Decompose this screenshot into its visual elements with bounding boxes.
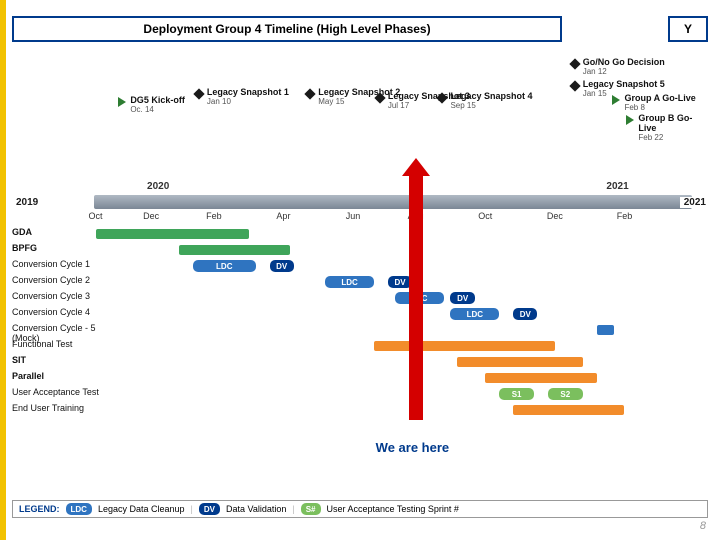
swimlane-pill: LDC — [325, 276, 374, 288]
swimlanes: GDABPFGConversion Cycle 1LDCDVConversion… — [12, 227, 708, 419]
swimlane-label: Conversion Cycle 3 — [12, 291, 122, 301]
swimlane-label: Conversion Cycle 1 — [12, 259, 122, 269]
milestone-marker-diamond — [569, 80, 580, 91]
swimlane-bar — [457, 357, 582, 367]
axis-year-label: 2020 — [147, 181, 169, 192]
swimlane-row: GDA — [12, 227, 708, 243]
milestone-marker-diamond — [305, 88, 316, 99]
swimlane-pill: DV — [513, 308, 537, 320]
milestone-marker-triangle — [118, 97, 126, 107]
legend-text: Data Validation — [226, 504, 286, 514]
swimlane-row: Conversion Cycle 3LDCDV — [12, 291, 708, 307]
milestone-marker-triangle — [626, 115, 634, 125]
swimlane-bar — [179, 245, 290, 255]
page-number: 8 — [700, 520, 706, 532]
swimlane-pill: LDC — [450, 308, 499, 320]
legend-text: Legacy Data Cleanup — [98, 504, 185, 514]
axis-tick: Apr — [276, 211, 290, 221]
legend-sep: | — [191, 504, 193, 514]
milestone: DG5 Kick-offOc. 14 — [130, 96, 185, 115]
axis-tick: Dec — [143, 211, 159, 221]
milestone-marker-diamond — [569, 58, 580, 69]
swimlane-label: SIT — [12, 355, 122, 365]
milestone-marker-diamond — [193, 88, 204, 99]
swimlane-row: Conversion Cycle - 5 (Mock) — [12, 323, 708, 339]
swimlane-bar — [96, 229, 249, 239]
axis-tick: Feb — [617, 211, 633, 221]
swimlane-label: End User Training — [12, 403, 122, 413]
header: Deployment Group 4 Timeline (High Level … — [12, 16, 708, 44]
swimlane-bar — [485, 373, 596, 383]
axis-tick: Feb — [206, 211, 222, 221]
axis-end-year: 2021 — [680, 195, 710, 209]
axis-tick: Oct — [478, 211, 492, 221]
legend-title: LEGEND: — [19, 504, 60, 514]
swimlane-row: User Acceptance Test S1 S2 — [12, 387, 708, 403]
legend-pill: S# — [301, 503, 321, 515]
swimlane-label: Conversion Cycle 4 — [12, 307, 122, 317]
swimlane-bar — [513, 405, 624, 415]
milestone: Group B Go-LiveFeb 22 — [638, 114, 708, 143]
page-title: Deployment Group 4 Timeline (High Level … — [12, 16, 562, 42]
swimlane-label: User Acceptance Test — [12, 387, 122, 397]
axis-bar — [94, 195, 692, 209]
axis-start-year: 2019 — [12, 195, 42, 209]
swimlane-label: Functional Test — [12, 339, 122, 349]
swimlane-pill: DV — [450, 292, 474, 304]
milestone: Legacy Snapshot 4Sep 15 — [450, 92, 532, 111]
legend: LEGEND: LDC Legacy Data Cleanup | DV Data Va… — [12, 500, 708, 518]
we-are-here-arrow — [409, 174, 423, 420]
axis-tick: Jun — [346, 211, 361, 221]
axis-tick: Oct — [89, 211, 103, 221]
swimlane-row: SIT — [12, 355, 708, 371]
legend-pill: LDC — [66, 503, 92, 515]
axis-year-label: 2021 — [606, 181, 628, 192]
swimlane-row: Conversion Cycle 1 LDC DV — [12, 259, 708, 275]
legend-text: User Acceptance Testing Sprint # — [327, 504, 459, 514]
swimlane-row: Conversion Cycle 4 LDC DV — [12, 307, 708, 323]
swimlane-label: Parallel — [12, 371, 122, 381]
swimlane-row: Functional Test — [12, 339, 708, 355]
swimlane-bar — [374, 341, 555, 351]
we-are-here-label: We are here — [376, 440, 449, 455]
swimlane-label: Conversion Cycle 2 — [12, 275, 122, 285]
swimlane-row: Conversion Cycle 2LDCDV — [12, 275, 708, 291]
swimlane-pill: S1 — [499, 388, 534, 400]
swimlane-pill: S2 — [548, 388, 583, 400]
swimlane-row: BPFG — [12, 243, 708, 259]
swimlane-row: End User Training — [12, 403, 708, 419]
milestone-marker-triangle — [612, 95, 620, 105]
axis-tick: Dec — [547, 211, 563, 221]
swimlane-row: Parallel — [12, 371, 708, 387]
swimlane-label: BPFG — [12, 243, 122, 253]
milestone: Group A Go-LiveFeb 8 — [624, 94, 695, 113]
status-box-y: Y — [668, 16, 708, 42]
swimlane-pill: DV — [270, 260, 294, 272]
swimlane-bar — [597, 325, 614, 335]
legend-sep: | — [292, 504, 294, 514]
timeline-axis: 2019 2021 OctDecFebAprJunAugOctDecFeb202… — [12, 195, 708, 211]
milestone: Go/No Go DecisionJan 12 — [583, 58, 665, 77]
legend-pill: DV — [199, 503, 220, 515]
swimlane-pill: LDC — [193, 260, 256, 272]
left-accent-stripe — [0, 0, 6, 540]
milestone: Legacy Snapshot 1Jan 10 — [207, 88, 289, 107]
